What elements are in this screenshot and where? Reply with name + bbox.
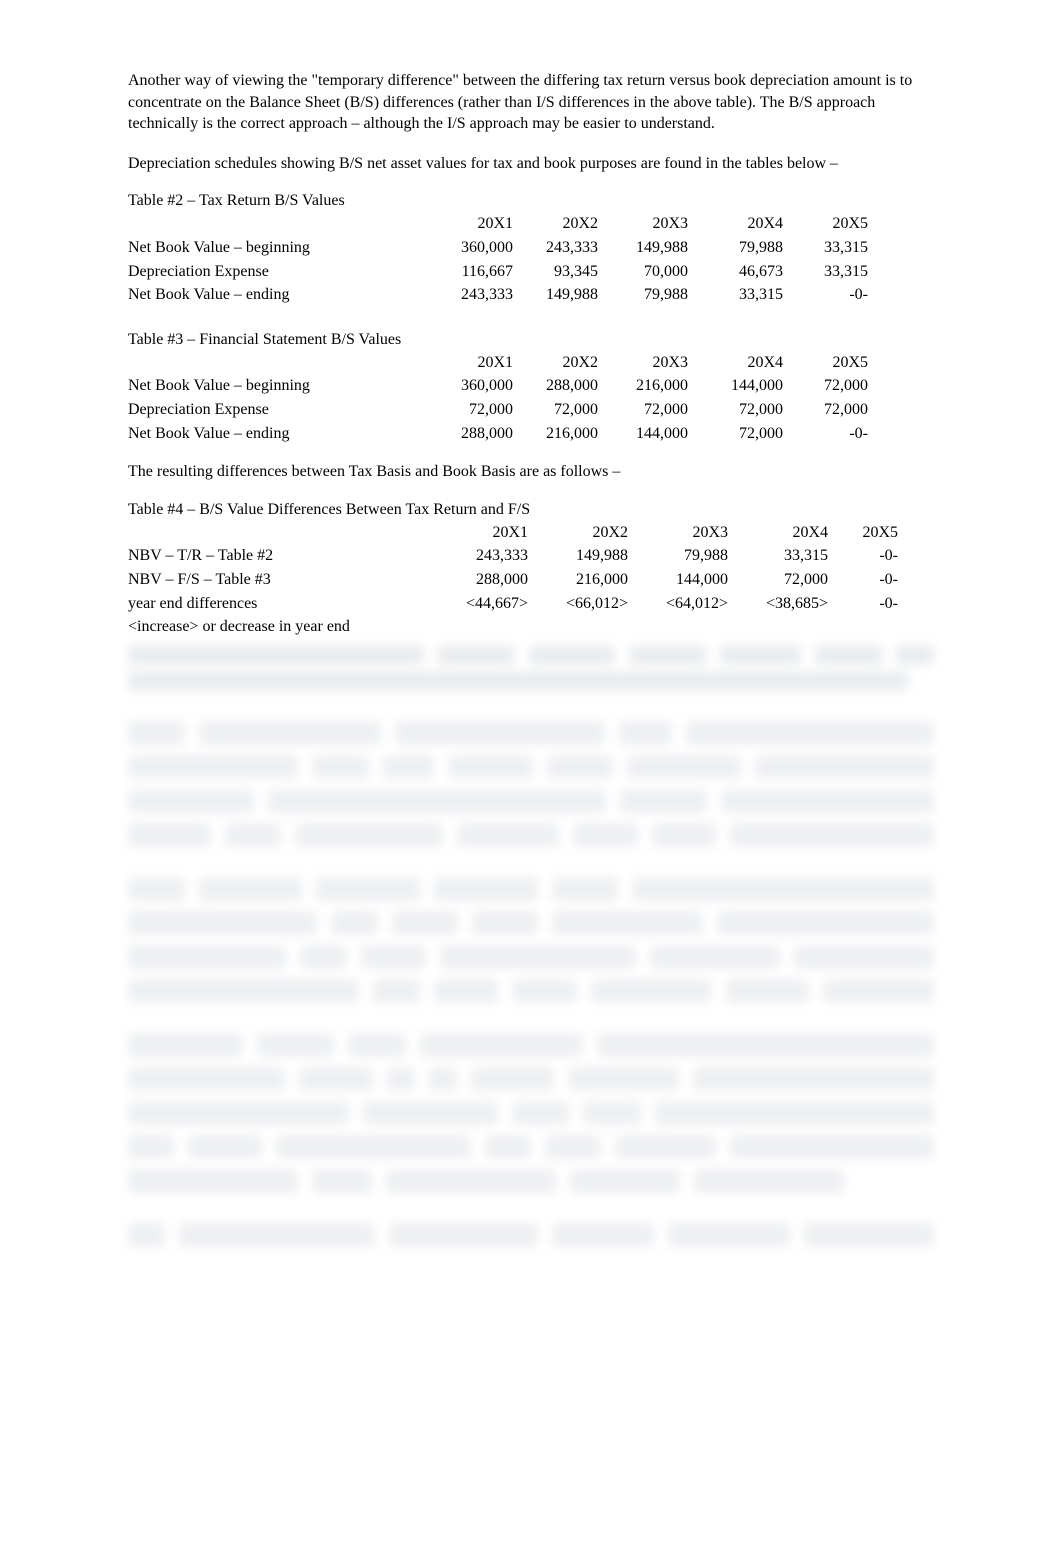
table2-row-1: Depreciation Expense 116,667 93,345 70,0… <box>128 260 934 284</box>
table3: 20X1 20X2 20X3 20X4 20X5 Net Book Value … <box>128 351 934 445</box>
table4: 20X1 20X2 20X3 20X4 20X5 NBV – T/R – Tab… <box>128 521 934 639</box>
table4-row-0: NBV – T/R – Table #2 243,333 149,988 79,… <box>128 544 934 568</box>
mid-text: The resulting differences between Tax Ba… <box>128 461 934 483</box>
t2-r0-label: Net Book Value – beginning <box>128 236 428 260</box>
t4-r0-v3: 33,315 <box>728 544 828 568</box>
t3-r0-v4: 72,000 <box>783 374 868 398</box>
t4-r2-v4: -0- <box>828 592 898 616</box>
t4-r1-v0: 288,000 <box>438 568 528 592</box>
table4-h5: 20X5 <box>828 521 898 545</box>
t4-r2-v3: <38,685> <box>728 592 828 616</box>
table3-header-row: 20X1 20X2 20X3 20X4 20X5 <box>128 351 934 375</box>
t2-r1-v3: 46,673 <box>688 260 783 284</box>
table2-row-0: Net Book Value – beginning 360,000 243,3… <box>128 236 934 260</box>
table4-row-1: NBV – F/S – Table #3 288,000 216,000 144… <box>128 568 934 592</box>
t2-r2-v1: 149,988 <box>513 283 598 307</box>
t4-r1-v2: 144,000 <box>628 568 728 592</box>
table4-h3: 20X3 <box>628 521 728 545</box>
t4-r1-v4: -0- <box>828 568 898 592</box>
table2-h1: 20X1 <box>428 212 513 236</box>
t3-r0-v1: 288,000 <box>513 374 598 398</box>
t4-r1-label: NBV – F/S – Table #3 <box>128 568 438 592</box>
t3-r0-label: Net Book Value – beginning <box>128 374 428 398</box>
t4-r2-v1: <66,012> <box>528 592 628 616</box>
t4-r3-label: <increase> or decrease in year end <box>128 615 438 639</box>
t2-r1-v2: 70,000 <box>598 260 688 284</box>
t3-r2-label: Net Book Value – ending <box>128 422 428 446</box>
t3-r1-v2: 72,000 <box>598 398 688 422</box>
table3-title: Table #3 – Financial Statement B/S Value… <box>128 331 934 349</box>
table3-row-2: Net Book Value – ending 288,000 216,000 … <box>128 422 934 446</box>
t3-r2-v4: -0- <box>783 422 868 446</box>
table3-row-0: Net Book Value – beginning 360,000 288,0… <box>128 374 934 398</box>
t3-r2-v2: 144,000 <box>598 422 688 446</box>
intro-paragraph-1: Another way of viewing the "temporary di… <box>128 70 934 135</box>
t2-r0-v3: 79,988 <box>688 236 783 260</box>
table2-h2: 20X2 <box>513 212 598 236</box>
table2-row-2: Net Book Value – ending 243,333 149,988 … <box>128 283 934 307</box>
table2-h4: 20X4 <box>688 212 783 236</box>
t3-r1-label: Depreciation Expense <box>128 398 428 422</box>
table3-h4: 20X4 <box>688 351 783 375</box>
table3-h3: 20X3 <box>598 351 688 375</box>
t3-r0-v0: 360,000 <box>428 374 513 398</box>
t3-r0-v2: 216,000 <box>598 374 688 398</box>
table4-title: Table #4 – B/S Value Differences Between… <box>128 501 934 519</box>
table4-row-2: year end differences <44,667> <66,012> <… <box>128 592 934 616</box>
table4-h1: 20X1 <box>438 521 528 545</box>
t2-r0-v2: 149,988 <box>598 236 688 260</box>
t3-r1-v1: 72,000 <box>513 398 598 422</box>
table4-h2: 20X2 <box>528 521 628 545</box>
t4-r1-v3: 72,000 <box>728 568 828 592</box>
t4-r2-v0: <44,667> <box>438 592 528 616</box>
table2-header-row: 20X1 20X2 20X3 20X4 20X5 <box>128 212 934 236</box>
table3-h1: 20X1 <box>428 351 513 375</box>
t2-r0-v0: 360,000 <box>428 236 513 260</box>
t2-r1-v1: 93,345 <box>513 260 598 284</box>
t2-r0-v1: 243,333 <box>513 236 598 260</box>
table2-title: Table #2 – Tax Return B/S Values <box>128 192 934 210</box>
t4-r2-label: year end differences <box>128 592 438 616</box>
t3-r1-v0: 72,000 <box>428 398 513 422</box>
table2-h5: 20X5 <box>783 212 868 236</box>
t3-r2-v1: 216,000 <box>513 422 598 446</box>
t2-r1-label: Depreciation Expense <box>128 260 428 284</box>
table3-row-1: Depreciation Expense 72,000 72,000 72,00… <box>128 398 934 422</box>
table4-h4: 20X4 <box>728 521 828 545</box>
t3-r1-v4: 72,000 <box>783 398 868 422</box>
t4-r0-v4: -0- <box>828 544 898 568</box>
t2-r2-v0: 243,333 <box>428 283 513 307</box>
t2-r1-v4: 33,315 <box>783 260 868 284</box>
obscured-content-area <box>128 645 934 1247</box>
t3-r2-v0: 288,000 <box>428 422 513 446</box>
t3-r1-v3: 72,000 <box>688 398 783 422</box>
intro-paragraph-2: Depreciation schedules showing B/S net a… <box>128 153 934 175</box>
t2-r2-v2: 79,988 <box>598 283 688 307</box>
t2-r2-label: Net Book Value – ending <box>128 283 428 307</box>
t2-r2-v3: 33,315 <box>688 283 783 307</box>
t4-r0-label: NBV – T/R – Table #2 <box>128 544 438 568</box>
t2-r2-v4: -0- <box>783 283 868 307</box>
t2-r1-v0: 116,667 <box>428 260 513 284</box>
table3-h2: 20X2 <box>513 351 598 375</box>
table4-header-row: 20X1 20X2 20X3 20X4 20X5 <box>128 521 934 545</box>
table2: 20X1 20X2 20X3 20X4 20X5 Net Book Value … <box>128 212 934 306</box>
table3-h5: 20X5 <box>783 351 868 375</box>
t4-r0-v0: 243,333 <box>438 544 528 568</box>
t3-r2-v3: 72,000 <box>688 422 783 446</box>
t4-r0-v1: 149,988 <box>528 544 628 568</box>
t4-r0-v2: 79,988 <box>628 544 728 568</box>
t4-r1-v1: 216,000 <box>528 568 628 592</box>
t4-r2-v2: <64,012> <box>628 592 728 616</box>
table2-h3: 20X3 <box>598 212 688 236</box>
table4-row-3: <increase> or decrease in year end <box>128 615 934 639</box>
t2-r0-v4: 33,315 <box>783 236 868 260</box>
t3-r0-v3: 144,000 <box>688 374 783 398</box>
